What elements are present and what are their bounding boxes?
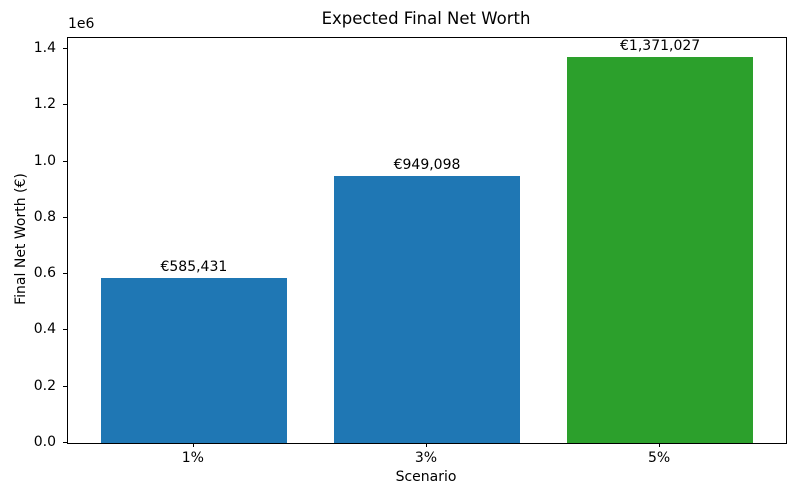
bar-1% — [100, 278, 288, 443]
x-tick-mark — [192, 443, 194, 447]
bar-5% — [566, 57, 754, 443]
x-tick-label: 5% — [648, 450, 671, 466]
bar-value-label: €1,371,027 — [620, 38, 701, 55]
x-tick-mark — [659, 443, 661, 447]
x-tick-mark — [426, 443, 427, 447]
y-tick-label: 0.6 — [33, 265, 56, 282]
y-tick-mark — [63, 273, 67, 275]
x-tick-label: 1% — [181, 450, 204, 466]
y-tick-label: 1.4 — [33, 40, 56, 57]
chart-title: Expected Final Net Worth — [321, 9, 531, 28]
x-tick-label: 3% — [414, 450, 438, 466]
y-tick-label: 1.0 — [33, 152, 56, 169]
y-tick-mark — [63, 329, 67, 331]
y-tick-label: 0.0 — [33, 434, 56, 450]
y-tick-label: 0.8 — [33, 208, 56, 225]
y-tick-mark — [63, 385, 67, 387]
y-tick-mark — [63, 216, 67, 218]
bar-3% — [333, 176, 521, 443]
y-tick-label: 1.2 — [33, 96, 56, 113]
bar-value-label: €585,431 — [160, 259, 228, 276]
plot-area: €585,431 €949,098 €1,371,027 — [67, 37, 787, 444]
y-axis-label: Final Net Worth (€) — [13, 173, 29, 305]
y-tick-mark — [63, 104, 67, 106]
y-tick-mark — [63, 160, 67, 162]
bar-value-label: €949,098 — [393, 156, 461, 173]
y-tick-label: 0.2 — [33, 377, 56, 394]
y-axis-offset-label: 1e6 — [68, 16, 95, 32]
y-tick-mark — [63, 48, 67, 50]
y-tick-label: 0.4 — [33, 321, 56, 338]
y-tick-mark — [63, 442, 67, 443]
x-axis-label: Scenario — [395, 469, 457, 485]
